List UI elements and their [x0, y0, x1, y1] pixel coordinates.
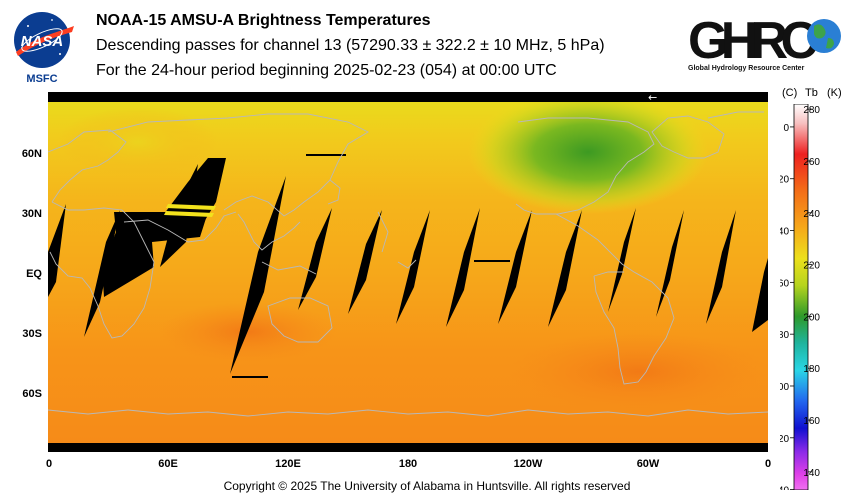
celsius-tick-label: -140 — [780, 486, 789, 490]
kelvin-tick-label: 160 — [803, 416, 820, 427]
ghrc-wordmark: GHRC — [688, 12, 818, 70]
celsius-tick-label: -80 — [780, 330, 789, 341]
celsius-tick-label: -40 — [780, 227, 789, 238]
page-title: NOAA-15 AMSU-A Brightness Temperatures — [96, 12, 431, 29]
lat-label-30n: 30N — [21, 208, 42, 220]
brightness-temperature-map: ← — [48, 92, 768, 452]
lon-label-60w: 60W — [636, 458, 660, 470]
kelvin-tick-label: 200 — [803, 312, 820, 323]
celsius-tick-label: -20 — [780, 175, 789, 186]
kelvin-tick-label: 220 — [803, 261, 820, 272]
msfc-label: MSFC — [26, 73, 57, 85]
period-line: For the 24-hour period beginning 2025-02… — [96, 62, 557, 79]
nasa-red-vector — [16, 26, 74, 56]
colorbar-ticks: 280 260 240 220 200 180 160 140 0 -20 -40 -60 -80 -10… — [780, 105, 820, 490]
kelvin-tick-label: 260 — [803, 157, 820, 168]
coastlines — [48, 111, 768, 417]
north-no-data-band — [48, 92, 768, 102]
celsius-tick-label: 0 — [783, 123, 789, 134]
lon-label-0: 0 — [45, 458, 53, 470]
channel-subtitle: Descending passes for channel 13 (57290.… — [96, 37, 605, 54]
ghrc-tagline: Global Hydrology Resource Center — [688, 65, 805, 72]
lat-label-30s: 30S — [22, 328, 42, 340]
kelvin-tick-label: 240 — [803, 209, 820, 220]
colorbar-header-tb: Tb — [805, 87, 818, 99]
nasa-logo: NASA MSFC — [14, 12, 74, 85]
swath-stripes — [164, 204, 216, 217]
kelvin-tick-label: 140 — [803, 468, 820, 479]
nasa-wordmark: NASA — [21, 33, 64, 50]
kelvin-tick-label: 180 — [803, 364, 820, 375]
orbit-pointer-arrow: ← — [648, 92, 657, 104]
lon-label-120e: 120E — [275, 458, 301, 470]
colorbar-gradient — [793, 104, 809, 490]
colorbar-header-celsius: (C) — [782, 87, 798, 99]
lat-label-60s: 60S — [22, 388, 42, 400]
lat-label-eq: EQ — [26, 268, 42, 280]
south-no-data-band — [48, 443, 768, 452]
ghrc-logo: GHRC Global Hydrology Resource Center — [688, 12, 841, 72]
lat-label-60n: 60N — [21, 148, 42, 160]
celsius-tick-label: -120 — [780, 434, 789, 445]
celsius-tick-label: -60 — [780, 278, 789, 289]
lon-label-180: 180 — [398, 458, 418, 470]
lon-label-120w: 120W — [513, 458, 543, 470]
copyright-notice: Copyright © 2025 The University of Alaba… — [223, 479, 631, 493]
cold-anomaly — [468, 92, 708, 214]
lon-label-60e: 60E — [158, 458, 178, 470]
lon-label-0-east: 0 — [764, 458, 772, 470]
colorbar-header-kelvin: (K) — [827, 87, 842, 99]
kelvin-tick-label: 280 — [803, 105, 820, 116]
temperature-colorbar: 280 260 240 220 200 180 160 140 0 -20 -40 -60 -80 -10… — [780, 104, 820, 490]
celsius-tick-label: -100 — [780, 382, 789, 393]
